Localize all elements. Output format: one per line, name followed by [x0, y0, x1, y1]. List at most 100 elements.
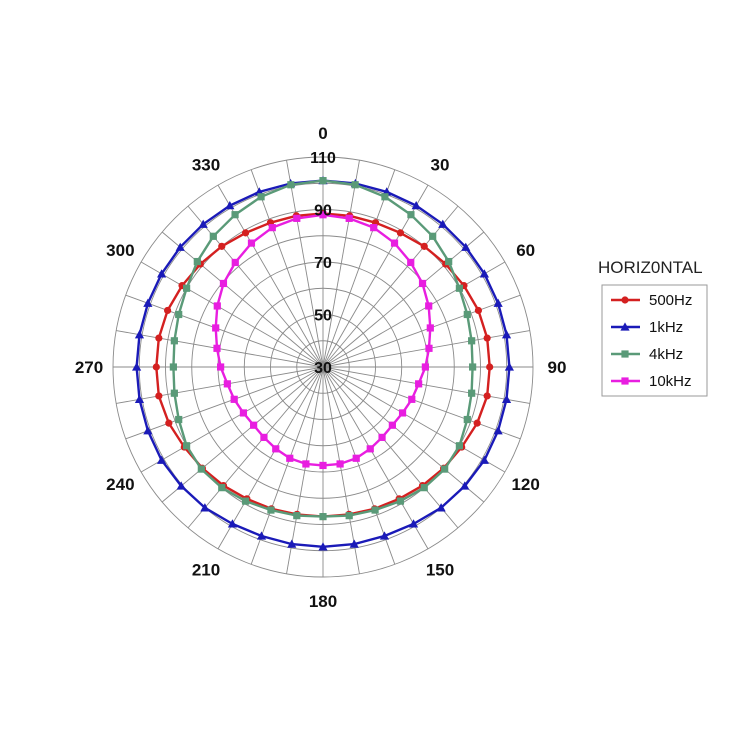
- data-point-10kHz: [247, 239, 256, 247]
- data-point-10kHz: [390, 239, 399, 247]
- data-point-1kHz: [134, 394, 145, 404]
- data-point-10kHz: [286, 454, 294, 462]
- data-point-10kHz: [213, 302, 221, 310]
- data-point-10kHz: [268, 224, 276, 232]
- legend-swatch-marker: [621, 377, 629, 385]
- data-point-4kHz: [209, 232, 217, 240]
- data-point-500Hz: [163, 306, 172, 315]
- legend-entry-10kHz: 10kHz: [611, 373, 692, 390]
- data-point-10kHz: [408, 395, 416, 403]
- legend-entries: 500Hz 1kHz 4kHz 10kHz: [611, 292, 692, 390]
- data-point-10kHz: [421, 363, 429, 371]
- data-point-4kHz: [445, 257, 453, 266]
- series-4kHz: [169, 177, 477, 521]
- data-point-1kHz: [256, 531, 267, 540]
- data-point-500Hz: [483, 334, 491, 342]
- data-point-10kHz: [345, 214, 353, 222]
- data-point-10kHz: [366, 445, 374, 453]
- legend-label: 10kHz: [649, 373, 692, 390]
- angle-tick-label: 90: [548, 358, 567, 377]
- data-point-10kHz: [250, 421, 258, 429]
- data-point-4kHz: [197, 465, 205, 473]
- angle-tick-label: 270: [75, 358, 103, 377]
- data-point-10kHz: [398, 409, 407, 417]
- data-point-4kHz: [183, 442, 191, 450]
- ring-110: [112, 156, 534, 578]
- data-point-4kHz: [193, 257, 201, 266]
- angle-tick-label: 240: [106, 475, 134, 494]
- data-point-4kHz: [420, 484, 428, 492]
- data-point-10kHz: [425, 302, 433, 310]
- data-point-10kHz: [223, 380, 231, 388]
- angle-tick-label: 300: [106, 241, 134, 260]
- data-point-500Hz: [420, 242, 428, 250]
- data-point-1kHz: [479, 455, 490, 464]
- legend-entry-500Hz: 500Hz: [611, 292, 692, 309]
- data-point-10kHz: [352, 454, 360, 462]
- ring-80: [191, 235, 455, 499]
- data-point-1kHz: [143, 298, 153, 307]
- legend-swatch-marker: [620, 322, 630, 331]
- series-10kHz: [212, 211, 434, 470]
- data-point-1kHz: [460, 481, 470, 490]
- data-point-500Hz: [473, 419, 481, 427]
- ring-90: [165, 209, 481, 525]
- data-point-4kHz: [396, 497, 405, 505]
- data-point-4kHz: [175, 415, 183, 424]
- data-point-1kHz: [156, 269, 167, 278]
- data-point-4kHz: [218, 484, 226, 492]
- data-point-4kHz: [170, 337, 178, 345]
- data-point-4kHz: [463, 310, 471, 319]
- data-point-4kHz: [267, 506, 275, 514]
- data-point-4kHz: [170, 389, 178, 397]
- legend-box: [601, 284, 708, 397]
- legend-swatch-marker: [621, 350, 629, 358]
- data-point-10kHz: [407, 258, 415, 267]
- data-point-1kHz: [225, 200, 235, 210]
- data-point-1kHz: [493, 426, 503, 435]
- data-point-4kHz: [287, 181, 295, 189]
- data-point-4kHz: [468, 389, 476, 397]
- angle-tick-label: 0: [318, 124, 327, 143]
- legend-entry-4kHz: 4kHz: [611, 346, 683, 363]
- data-point-1kHz: [461, 242, 471, 251]
- data-point-500Hz: [155, 334, 163, 342]
- data-point-500Hz: [483, 392, 491, 400]
- ring-60: [243, 287, 403, 447]
- data-point-500Hz: [152, 363, 160, 371]
- legend-entry-1kHz: 1kHz: [611, 319, 683, 336]
- data-point-10kHz: [388, 421, 396, 429]
- legend: HORIZ0NTAL 500Hz 1kHz 4kHz 10kHz: [598, 258, 708, 397]
- legend-label: 4kHz: [649, 346, 683, 363]
- data-point-1kHz: [436, 503, 446, 512]
- angle-tick-label: 60: [516, 241, 535, 260]
- radial-tick-label: 110: [310, 150, 336, 167]
- data-point-1kHz: [200, 503, 210, 512]
- data-point-500Hz: [474, 306, 483, 315]
- data-point-4kHz: [241, 497, 250, 505]
- data-point-10kHz: [239, 409, 248, 417]
- data-point-4kHz: [351, 181, 359, 189]
- angle-tick-label: 180: [309, 592, 337, 611]
- data-point-1kHz: [379, 531, 390, 540]
- data-point-10kHz: [319, 461, 327, 470]
- data-point-10kHz: [336, 460, 344, 468]
- data-point-4kHz: [345, 512, 353, 520]
- data-point-1kHz: [287, 539, 297, 548]
- data-point-1kHz: [501, 394, 512, 404]
- data-point-500Hz: [241, 229, 250, 237]
- legend-label: 1kHz: [649, 319, 683, 336]
- data-point-10kHz: [319, 211, 327, 219]
- data-point-10kHz: [231, 258, 239, 267]
- angle-tick-label: 150: [426, 561, 454, 580]
- angle-tick-label: 120: [511, 475, 539, 494]
- data-point-4kHz: [169, 363, 177, 371]
- data-point-4kHz: [257, 193, 265, 201]
- data-point-10kHz: [415, 380, 423, 388]
- data-point-4kHz: [441, 465, 449, 473]
- data-point-1kHz: [408, 519, 419, 528]
- angle-tick-label: 210: [192, 561, 220, 580]
- data-point-10kHz: [426, 324, 434, 332]
- data-point-1kHz: [438, 219, 448, 228]
